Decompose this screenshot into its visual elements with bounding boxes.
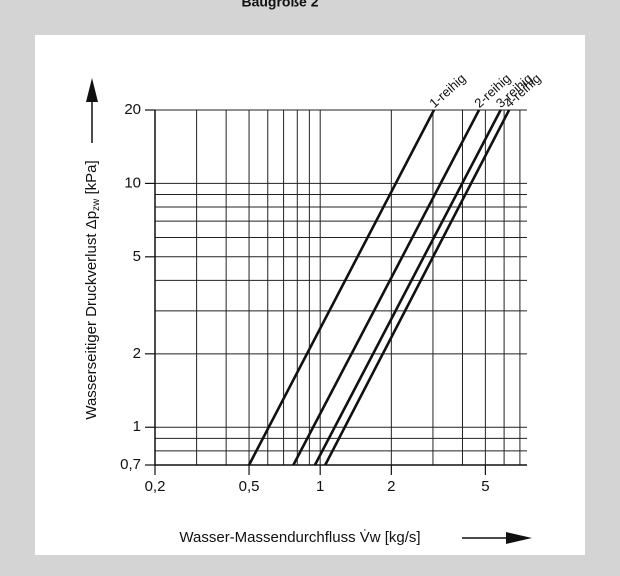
series-line <box>247 109 436 466</box>
x-tick-label: 5 <box>481 478 489 495</box>
x-tick-label: 0,5 <box>239 478 260 495</box>
x-arrow-head <box>506 532 532 544</box>
x-tick-label: 1 <box>316 478 324 495</box>
series-line <box>324 109 511 466</box>
y-tick-label: 1 <box>133 418 141 435</box>
y-tick-label: 5 <box>133 248 141 265</box>
y-label-unit: [kPa] <box>83 160 100 198</box>
y-tick-label: 0,7 <box>120 456 141 473</box>
series-line <box>292 109 481 466</box>
y-tick-label: 10 <box>124 174 141 191</box>
chart-title: Baugröße 2 <box>241 0 318 10</box>
y-label-sub: zw <box>91 198 102 211</box>
x-axis-label: Wasser-Massendurchfluss V̇w [kg/s] <box>179 529 420 546</box>
y-arrow-head <box>86 78 98 102</box>
panel <box>35 35 585 555</box>
series-line <box>313 109 502 466</box>
y-tick-label: 20 <box>124 101 141 118</box>
y-tick-label: 2 <box>133 345 141 362</box>
y-axis-label: Wasserseitiger Druckverlust Δpzw [kPa] <box>83 160 102 419</box>
y-label-main: Wasserseitiger Druckverlust Δp <box>83 211 100 420</box>
x-tick-label: 0,2 <box>145 478 166 495</box>
x-tick-label: 2 <box>387 478 395 495</box>
